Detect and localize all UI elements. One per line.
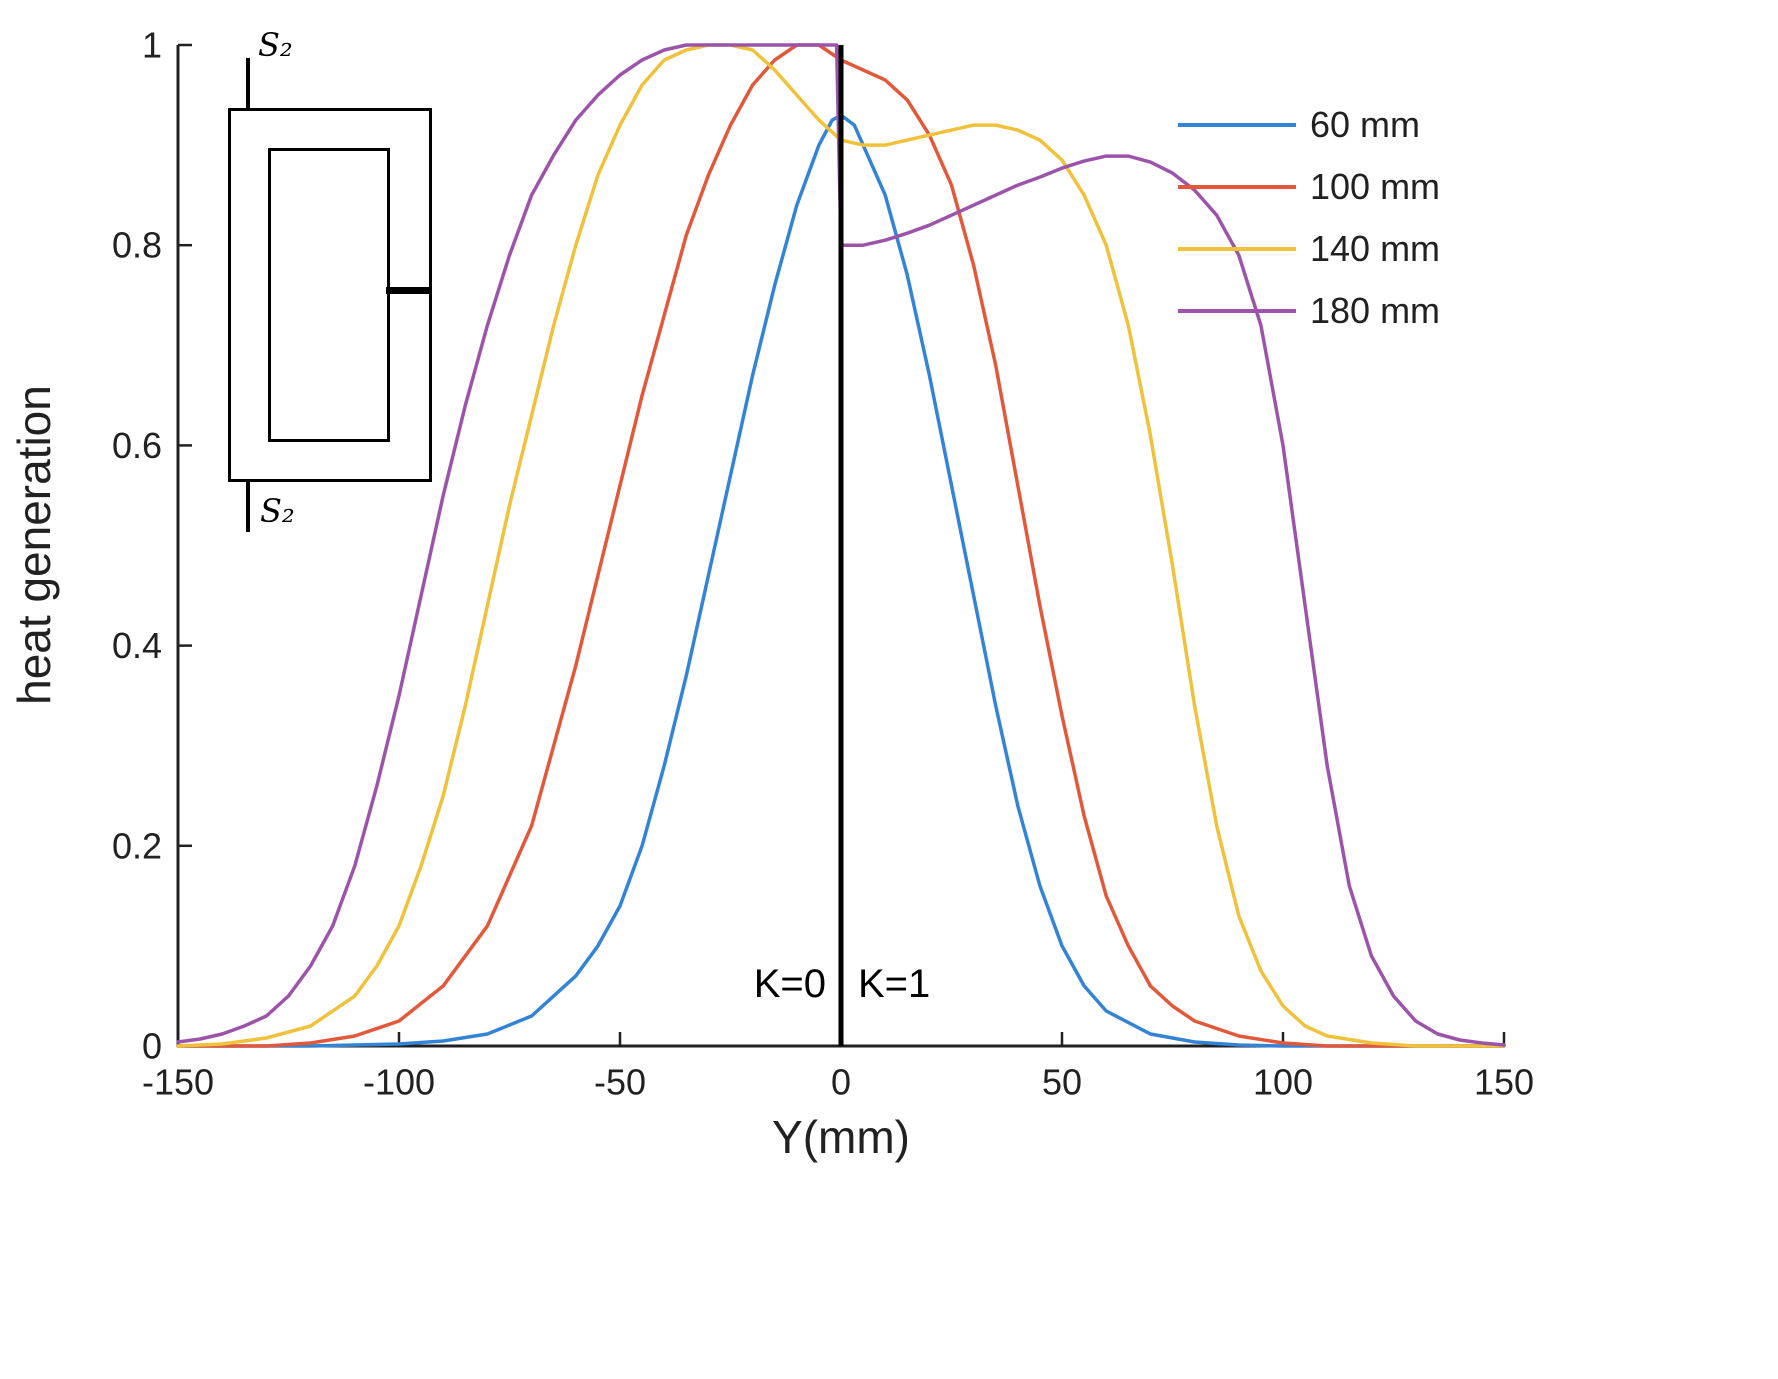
x-axis-label: Y(mm) xyxy=(772,1111,910,1163)
y-tick-label: 0.4 xyxy=(112,625,162,666)
x-tick-label: 0 xyxy=(831,1061,851,1102)
y-tick-label: 1 xyxy=(142,25,162,66)
y-tick-label: 0 xyxy=(142,1026,162,1067)
x-tick-label: 150 xyxy=(1474,1061,1534,1102)
y-tick-label: 0.6 xyxy=(112,425,162,466)
series-line-140-mm xyxy=(176,43,1506,1048)
legend-entry-60mm: 60 mm xyxy=(1178,94,1440,156)
legend-line-swatch-140mm xyxy=(1178,247,1296,251)
legend-line-swatch-180mm xyxy=(1178,309,1296,313)
x-tick-label: 100 xyxy=(1253,1061,1313,1102)
x-tick-label: -100 xyxy=(363,1061,435,1102)
inset-s2-bottom-label: S₂ xyxy=(260,492,295,530)
legend-line-swatch-100mm xyxy=(1178,185,1296,189)
series-line-180-mm xyxy=(176,43,1506,1047)
legend: 60 mm 100 mm 140 mm 180 mm xyxy=(1178,94,1440,342)
legend-label-60mm: 60 mm xyxy=(1310,104,1421,145)
inset-inner-rect xyxy=(268,148,390,442)
annotation-k0: K=0 xyxy=(753,962,826,1006)
inset-outer-rect xyxy=(228,108,432,482)
legend-label-140mm: 140 mm xyxy=(1310,228,1441,269)
legend-label-100mm: 100 mm xyxy=(1310,166,1441,207)
annotation-k1: K=1 xyxy=(858,962,931,1006)
legend-entry-100mm: 100 mm xyxy=(1178,156,1440,218)
y-tick-label: 0.2 xyxy=(112,825,162,866)
y-tick-label: 0.8 xyxy=(112,225,162,266)
inset-connector-bar xyxy=(386,287,430,294)
x-tick-label: 50 xyxy=(1042,1061,1082,1102)
inset-s2-bottom-tick xyxy=(246,480,250,532)
inset-s2-top-label: S₂ xyxy=(258,26,293,64)
x-tick-label: -50 xyxy=(594,1061,646,1102)
inset-s2-top-tick xyxy=(246,58,250,110)
legend-label-180mm: 180 mm xyxy=(1310,290,1441,331)
legend-entry-180mm: 180 mm xyxy=(1178,280,1440,342)
series-line-100-mm xyxy=(176,43,1506,1048)
legend-line-swatch-60mm xyxy=(1178,123,1296,127)
x-tick-label: -150 xyxy=(142,1061,214,1102)
legend-entry-140mm: 140 mm xyxy=(1178,218,1440,280)
y-axis-label: heat generation xyxy=(8,385,60,705)
